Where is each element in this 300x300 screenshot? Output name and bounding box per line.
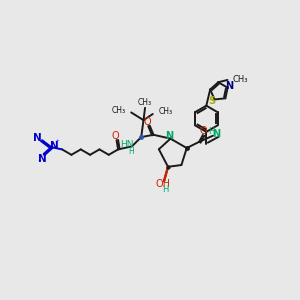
Text: N: N <box>212 129 220 139</box>
Text: HN: HN <box>121 140 134 149</box>
Text: S: S <box>209 96 216 106</box>
Text: O: O <box>200 126 208 136</box>
Text: ⁻: ⁻ <box>37 160 41 166</box>
Text: H: H <box>128 147 134 156</box>
Text: CH₃: CH₃ <box>112 106 126 115</box>
Text: N: N <box>33 133 42 143</box>
Text: O: O <box>143 117 151 127</box>
Text: H: H <box>208 127 214 136</box>
Text: H: H <box>163 184 169 194</box>
Text: OH: OH <box>155 179 170 190</box>
Text: ⁺: ⁺ <box>56 140 59 146</box>
Text: N: N <box>38 154 46 164</box>
Text: N: N <box>165 130 173 141</box>
Text: CH₃: CH₃ <box>138 98 152 107</box>
Text: CH₃: CH₃ <box>158 107 172 116</box>
Text: O: O <box>112 131 120 141</box>
Text: CH₃: CH₃ <box>232 75 248 84</box>
Text: N: N <box>50 141 59 151</box>
Text: N: N <box>225 81 233 91</box>
